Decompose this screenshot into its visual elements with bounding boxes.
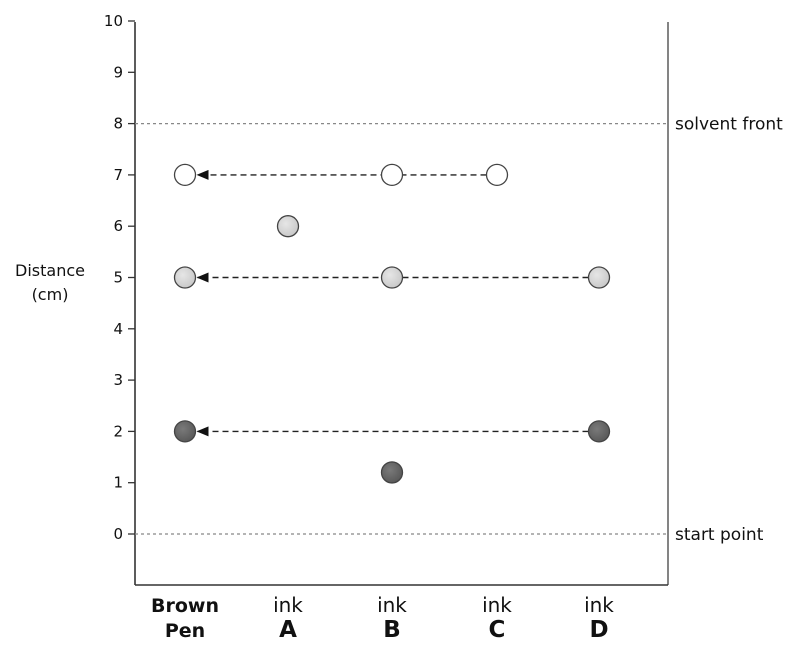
spot-2: [173, 420, 197, 443]
category-label-0-line-1: Pen: [165, 620, 205, 642]
y-tick-label-7: 7: [113, 166, 123, 184]
y-tick-label-6: 6: [113, 217, 123, 235]
y-tick-label-4: 4: [113, 320, 123, 338]
y-tick-label-2: 2: [113, 422, 123, 440]
category-label-0-line-0: Brown: [151, 595, 219, 617]
spot-0: [173, 163, 197, 187]
y-tick-label-3: 3: [113, 371, 123, 389]
y-tick-label-1: 1: [113, 474, 123, 492]
category-label-4-line-0: ink: [584, 593, 614, 617]
y-tick-label-10: 10: [104, 12, 123, 30]
reference-label-1: start point: [675, 525, 764, 545]
spot-1: [173, 266, 197, 289]
spot-9: [587, 420, 611, 443]
spot-7: [485, 163, 509, 187]
y-tick-label-0: 0: [113, 525, 123, 543]
category-label-2-line-0: ink: [377, 593, 407, 617]
spot-5: [380, 266, 404, 289]
category-label-3-line-0: ink: [482, 593, 512, 617]
category-label-1-line-1: A: [279, 617, 297, 643]
reference-label-0: solvent front: [675, 115, 783, 135]
y-tick-label-8: 8: [113, 115, 123, 133]
spot-6: [380, 461, 404, 484]
category-label-4-line-1: D: [589, 617, 608, 643]
y-axis-label-line-1: (cm): [32, 285, 69, 304]
y-axis-label-line-0: Distance: [15, 261, 85, 280]
y-tick-label-9: 9: [113, 63, 123, 81]
category-label-3-line-1: C: [489, 617, 506, 643]
spot-3: [276, 215, 300, 238]
category-label-1-line-0: ink: [273, 593, 303, 617]
spot-4: [380, 163, 404, 187]
category-label-2-line-1: B: [383, 617, 401, 643]
y-tick-label-5: 5: [113, 269, 123, 287]
spot-8: [587, 266, 611, 289]
